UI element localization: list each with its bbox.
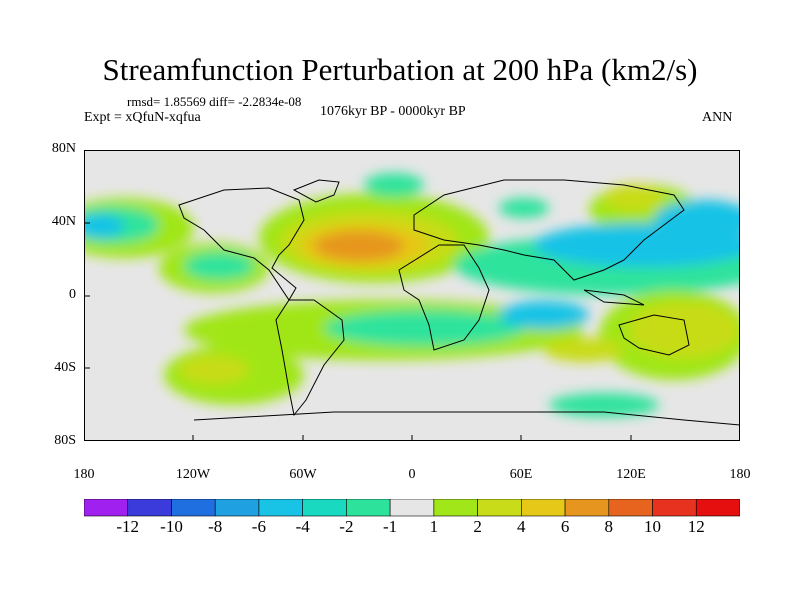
south-america-coast bbox=[275, 299, 345, 417]
colorbar-label: -12 bbox=[116, 517, 140, 536]
season-label: ANN bbox=[702, 110, 733, 125]
colorbar-swatch-12 bbox=[608, 499, 653, 517]
x-tick-0: 0 bbox=[408, 467, 416, 482]
colorbar-label: 6 bbox=[560, 517, 570, 536]
x-tick-180e: 180 bbox=[729, 467, 751, 482]
colorbar-label: -2 bbox=[339, 517, 354, 536]
colorbar-swatch-3 bbox=[214, 499, 260, 517]
colorbar bbox=[84, 499, 740, 517]
africa-coast bbox=[398, 244, 490, 351]
colorbar-swatch-10 bbox=[521, 499, 566, 517]
colorbar-swatch-13 bbox=[652, 499, 697, 517]
x-tick-60w: 60W bbox=[289, 467, 317, 482]
colorbar-label: 8 bbox=[604, 517, 614, 536]
colorbar-label: 1 bbox=[429, 517, 439, 536]
colorbar-swatch-6 bbox=[346, 499, 391, 517]
colorbar-swatch-8 bbox=[433, 499, 478, 517]
colorbar-swatch-0 bbox=[84, 499, 129, 517]
colorbar-label: 12 bbox=[687, 517, 705, 536]
map-panel bbox=[84, 150, 740, 441]
experiment-label: Expt = xQfuN-xqfua bbox=[84, 110, 201, 125]
colorbar-label: 4 bbox=[517, 517, 526, 536]
colorbar-swatch-5 bbox=[302, 499, 347, 517]
greenland-coast bbox=[292, 179, 340, 203]
colorbar-label: -8 bbox=[208, 517, 223, 536]
colorbar-swatch-11 bbox=[564, 499, 610, 517]
colorbar-swatch-9 bbox=[477, 499, 522, 517]
map-ticks bbox=[84, 150, 632, 441]
colorbar-swatch-4 bbox=[258, 499, 303, 517]
y-tick-0: 0 bbox=[69, 287, 76, 302]
indonesia-coast bbox=[583, 289, 645, 306]
x-tick-120w: 120W bbox=[175, 467, 211, 482]
colorbar-label: -6 bbox=[251, 517, 266, 536]
colorbar-label: -10 bbox=[160, 517, 183, 536]
colorbar-swatch-14 bbox=[695, 499, 740, 517]
eurasia-coast bbox=[413, 179, 685, 281]
y-tick-40n: 40N bbox=[51, 214, 76, 229]
colorbar-label: 2 bbox=[473, 517, 482, 536]
colorbar-label: -4 bbox=[295, 517, 310, 536]
y-tick-80n: 80N bbox=[51, 141, 76, 156]
x-tick-120e: 120E bbox=[616, 467, 646, 482]
colorbar-label: -1 bbox=[383, 517, 398, 536]
period-label: 1076kyr BP - 0000kyr BP bbox=[320, 104, 466, 119]
coastlines bbox=[178, 179, 740, 426]
y-tick-80s: 80S bbox=[54, 433, 76, 448]
colorbar-label: 10 bbox=[644, 517, 661, 536]
antarctica-coast bbox=[193, 411, 740, 426]
north-america-coast bbox=[178, 187, 305, 301]
colorbar-swatch-2 bbox=[171, 499, 216, 517]
colorbar-swatch-1 bbox=[127, 499, 172, 517]
x-tick-180w: 180 bbox=[73, 467, 95, 482]
y-tick-40s: 40S bbox=[54, 360, 76, 375]
colorbar-swatch-7 bbox=[389, 499, 435, 517]
australia-coast bbox=[618, 314, 690, 356]
rmsd-diff-stats: rmsd= 1.85569 diff= -2.2834e-08 bbox=[127, 94, 302, 109]
plot-title: Streamfunction Perturbation at 200 hPa (… bbox=[102, 52, 698, 87]
x-tick-60e: 60E bbox=[509, 467, 533, 482]
